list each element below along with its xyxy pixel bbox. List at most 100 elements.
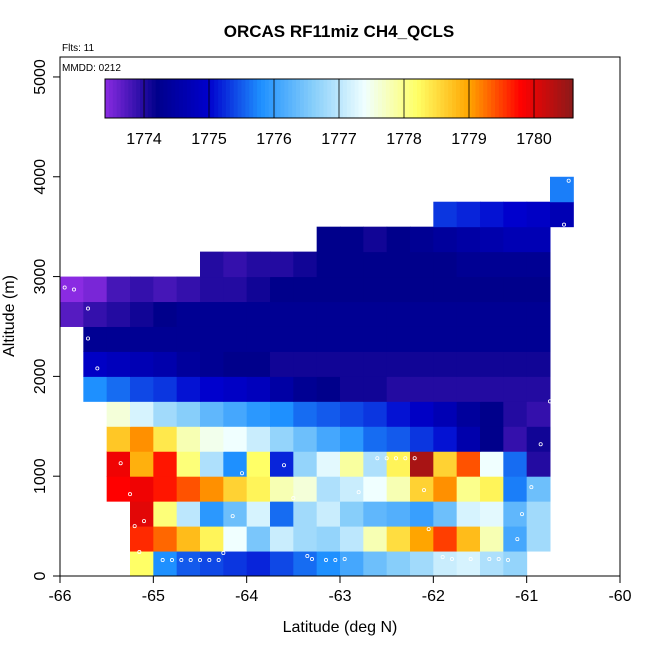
heatmap-cell <box>223 451 248 477</box>
heatmap-cell <box>83 276 108 303</box>
heatmap-cell <box>456 551 481 576</box>
heatmap-cell <box>176 351 201 377</box>
heatmap-cell <box>503 201 528 228</box>
colorbar-segment <box>339 79 344 118</box>
flight-point <box>137 550 142 555</box>
colorbar-segment <box>268 79 274 118</box>
colorbar-segment <box>183 79 188 118</box>
heatmap-cell <box>176 401 201 427</box>
colorbar-segment <box>292 79 297 118</box>
heatmap-cell <box>410 426 434 452</box>
colorbar-segment <box>518 79 523 118</box>
heatmap-cell <box>386 301 411 327</box>
heatmap-cell <box>340 451 364 477</box>
heatmap-cell <box>223 351 248 377</box>
heatmap-cell <box>480 201 504 228</box>
heatmap-cell <box>503 426 528 452</box>
flight-point <box>421 488 426 493</box>
heatmap-cell <box>246 401 271 427</box>
colorbar-segment <box>420 79 426 118</box>
colorbar-segment <box>249 79 254 118</box>
flight-point <box>169 558 174 563</box>
flight-point <box>403 456 408 461</box>
heatmap-cell <box>386 376 411 402</box>
heatmap-cell <box>456 476 481 502</box>
heatmap-cell <box>386 551 411 576</box>
heatmap-cell <box>340 251 364 278</box>
colorbar-segment <box>479 79 484 118</box>
flight-point <box>309 557 314 562</box>
colorbar-segment <box>245 79 250 118</box>
heatmap-cell <box>293 351 318 377</box>
flight-point <box>291 496 296 501</box>
colorbar-segment <box>335 79 340 118</box>
heatmap-cell <box>293 526 318 552</box>
colorbar-segment <box>167 79 172 118</box>
heatmap-cell <box>363 276 388 303</box>
colorbar-segment <box>557 79 562 118</box>
flight-point <box>384 456 389 461</box>
colorbar-segment <box>108 79 114 118</box>
colorbar-segment <box>530 79 535 118</box>
heatmap-cell <box>316 251 341 278</box>
colorbar-segment <box>569 79 574 118</box>
colorbar-segment <box>186 79 192 118</box>
colorbar-segment <box>350 79 356 118</box>
flight-point <box>86 430 91 435</box>
heatmap-cell <box>363 226 388 253</box>
heatmap-cell <box>223 501 248 527</box>
colorbar-segment <box>389 79 395 118</box>
colorbar-segment <box>498 79 504 118</box>
heatmap-cell <box>526 476 551 502</box>
heatmap-cell <box>433 476 458 502</box>
heatmap-cell <box>386 451 411 477</box>
flight-point <box>496 557 501 562</box>
heatmap-cell <box>153 351 178 377</box>
flight-point <box>95 366 100 371</box>
heatmap-cell <box>410 251 434 278</box>
heatmap-cell <box>503 526 528 552</box>
flight-point <box>548 399 553 404</box>
y-axis: 0 1000 2000 3000 4000 5000 <box>32 59 60 580</box>
heatmap-cell <box>153 376 178 402</box>
heatmap-cell <box>270 401 294 427</box>
heatmap-cell <box>316 551 341 576</box>
heatmap-cell <box>410 376 434 402</box>
colorbar: 1774 1775 1776 1777 1778 1779 1780 <box>104 78 574 148</box>
x-tick-label: -63 <box>328 588 351 605</box>
colorbar-segment <box>311 79 317 118</box>
x-tick-label: -60 <box>608 588 631 605</box>
heatmap-cell <box>526 276 551 303</box>
heatmap-cell <box>433 501 458 527</box>
heatmap-cell <box>363 426 388 452</box>
heatmap-cell <box>433 376 458 402</box>
flight-point <box>342 557 347 562</box>
heatmap-cell <box>503 551 528 576</box>
colorbar-segment <box>366 79 371 118</box>
heatmap-cell <box>480 301 504 327</box>
colorbar-segment <box>116 79 122 118</box>
flight-point <box>216 558 221 563</box>
heatmap-cell <box>456 501 481 527</box>
heatmap-cell <box>176 301 201 327</box>
colorbar-segment <box>424 79 430 118</box>
heatmap-cell <box>386 526 411 552</box>
heatmap-cell <box>316 451 341 477</box>
heatmap-cell <box>223 401 248 427</box>
flight-point <box>440 555 445 560</box>
heatmap-cell <box>293 401 318 427</box>
heatmap-cell <box>153 326 178 352</box>
heatmap-cell <box>410 551 434 576</box>
colorbar-segment <box>471 79 477 118</box>
heatmap-cell <box>223 526 248 552</box>
heatmap-cell <box>293 276 318 303</box>
heatmap-cell <box>363 351 388 377</box>
x-axis: -66 -65 -64 -63 -62 -61 -60 <box>48 576 632 605</box>
colorbar-segment <box>459 79 465 118</box>
colorbar-segment <box>514 79 519 118</box>
heatmap-cell <box>340 226 364 253</box>
heatmap-cell <box>433 401 458 427</box>
colorbar-segment <box>241 79 246 118</box>
heatmap-cell <box>456 251 481 278</box>
colorbar-segment <box>171 79 176 118</box>
